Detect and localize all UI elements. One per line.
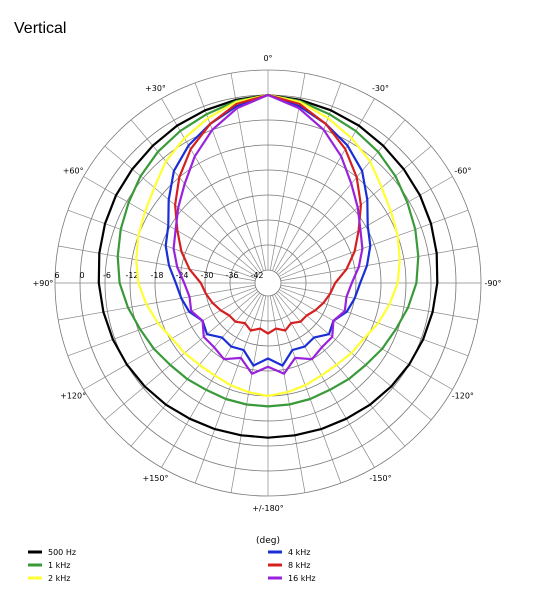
radial-tick-label: -18 <box>150 271 163 280</box>
angle-tick-label: -30° <box>372 84 389 93</box>
grid-spoke-140 <box>276 292 406 447</box>
grid-spoke-80 <box>280 245 478 282</box>
angle-tick-label: -120° <box>452 392 474 401</box>
series-line-1-khz <box>116 93 420 408</box>
series-line-16-khz <box>172 93 364 375</box>
radial-tick-label: -6 <box>103 271 111 280</box>
grid-spoke-70 <box>280 209 469 279</box>
grid-spoke-310 <box>104 145 259 275</box>
grid-spoke-100 <box>280 284 478 321</box>
radial-tick-label: -30 <box>200 271 213 280</box>
radial-tick-label: -36 <box>225 271 238 280</box>
angle-tick-label: -150° <box>369 474 391 483</box>
radial-tick-label: 0 <box>79 271 84 280</box>
grid-spoke-130 <box>277 291 432 421</box>
grid-spoke-220 <box>130 292 260 447</box>
angle-tick-label: 0° <box>263 54 272 63</box>
angle-tick-label: +/-180° <box>252 504 284 513</box>
legend-label: 2 kHz <box>48 574 70 583</box>
grid-spoke-210 <box>161 294 262 468</box>
legend: 500 Hz 1 kHz 2 kHz 4 kHz 8 kHz 16 kHz <box>28 548 316 583</box>
angle-tick-label: +30° <box>145 84 166 93</box>
angle-tick-label: +150° <box>143 474 169 483</box>
series-line-8-khz <box>174 93 362 335</box>
angle-tick-label: +60° <box>63 167 84 176</box>
series-line-2-khz <box>135 93 401 398</box>
legend-label: 4 kHz <box>288 548 310 557</box>
series-line-500-hz <box>97 93 439 439</box>
chart-title: Vertical <box>14 20 67 37</box>
legend-label: 8 kHz <box>288 561 310 570</box>
series-group <box>97 93 439 439</box>
grid-spoke-250 <box>67 287 256 357</box>
angle-tick-label: -90° <box>484 279 501 288</box>
grid-spoke-120 <box>279 289 453 390</box>
grid-spoke-50 <box>277 145 432 275</box>
grid-spoke-260 <box>58 284 256 321</box>
grid-spoke-150 <box>274 294 375 468</box>
axis-unit-label: (deg) <box>256 536 280 546</box>
grid-spoke-60 <box>279 176 453 277</box>
grid-spoke-110 <box>280 287 469 357</box>
grid-spoke-200 <box>194 295 264 484</box>
grid-spoke-30 <box>274 98 375 272</box>
grid-spoke-280 <box>58 245 256 282</box>
angle-tick-label: -60° <box>454 167 471 176</box>
radial-tick-label: 6 <box>54 271 59 280</box>
grid-spoke-290 <box>67 209 256 279</box>
angle-tick-labels: 0° +30° -30° +60° -60° +90° -90° +120° -120° +150… <box>33 54 502 513</box>
grid-spoke-240 <box>83 289 257 390</box>
legend-label: 1 kHz <box>48 561 70 570</box>
legend-label: 16 kHz <box>288 574 316 583</box>
series-line-4-khz <box>164 93 372 367</box>
grid-spoke-160 <box>272 295 342 484</box>
grid-spoke-300 <box>83 176 257 277</box>
radial-tick-labels: 6 0 -6 -12 -18 -24 -30 -36 -42 <box>54 271 263 280</box>
radial-tick-label: -42 <box>250 271 263 280</box>
angle-tick-label: +120° <box>60 392 86 401</box>
grid-spoke-330 <box>161 98 262 272</box>
legend-label: 500 Hz <box>48 548 76 557</box>
grid-spoke-230 <box>104 291 259 421</box>
polar-grid <box>54 69 482 497</box>
angle-tick-label: +90° <box>33 279 54 288</box>
radial-tick-label: -12 <box>125 271 138 280</box>
